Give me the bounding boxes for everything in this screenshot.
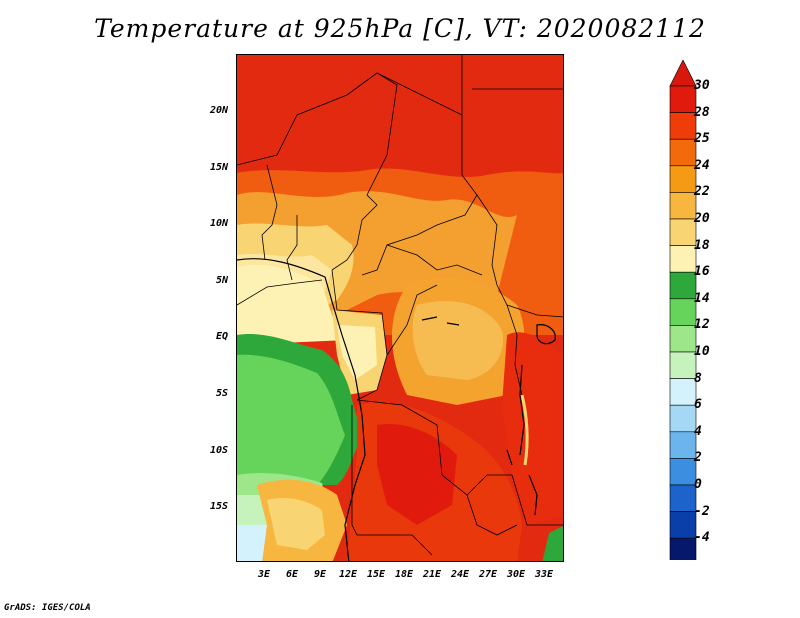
- lon-label-27e: 27E: [478, 569, 498, 580]
- colorbar-tick-label: 12: [694, 317, 710, 333]
- colorbar-tick-label: -4: [694, 530, 710, 546]
- colorbar-tick-label: 10: [694, 344, 710, 359]
- colorbar-segment: [669, 245, 697, 273]
- lat-label-5s: 5S: [215, 388, 228, 399]
- colorbar-segment: [669, 218, 697, 246]
- colorbar-top-arrow: [669, 60, 697, 87]
- colorbar-segment: [669, 484, 697, 512]
- lon-label-30e: 30E: [506, 569, 526, 580]
- colorbar-segment: [669, 165, 697, 193]
- colorbar: [669, 60, 697, 560]
- colorbar-tick-label: 28: [694, 104, 710, 120]
- colorbar-tick-label: 24: [694, 157, 710, 173]
- colorbar-tick-label: 0: [694, 477, 702, 492]
- colorbar-segment: [669, 404, 697, 433]
- temperature-map: [236, 54, 564, 562]
- lon-label-6e: 6E: [285, 569, 299, 580]
- lat-label-20n: 20N: [209, 105, 228, 116]
- lon-label-15e: 15E: [366, 569, 386, 580]
- colorbar-tick-label: 16: [694, 264, 710, 280]
- lat-label-eq: EQ: [215, 331, 228, 342]
- colorbar-segment: [669, 271, 697, 300]
- colorbar-segment: [669, 431, 697, 459]
- temperature-field: [237, 55, 563, 561]
- colorbar-segment: [669, 112, 697, 140]
- footer-credit: GrADS: IGES/COLA: [4, 603, 91, 613]
- chart-title: Temperature at 925hPa [C], VT: 202008211…: [94, 14, 706, 43]
- colorbar-segment: [669, 511, 697, 539]
- lon-label-18e: 18E: [394, 569, 414, 580]
- lon-label-21e: 21E: [422, 569, 442, 580]
- colorbar-segment: [669, 458, 697, 486]
- lat-label-15n: 15N: [209, 162, 228, 173]
- colorbar-segment: [669, 192, 697, 220]
- lon-label-24e: 24E: [450, 569, 470, 580]
- colorbar-segment: [669, 85, 697, 113]
- colorbar-tick-label: 2: [694, 450, 702, 466]
- lon-label-9e: 9E: [313, 569, 327, 580]
- lon-label-12e: 12E: [338, 569, 358, 580]
- colorbar-segment: [669, 537, 697, 560]
- colorbar-tick-label: 22: [694, 184, 710, 200]
- colorbar-tick-label: 20: [694, 211, 710, 226]
- colorbar-segment: [669, 325, 697, 353]
- colorbar-tick-label: 8: [694, 370, 702, 386]
- colorbar-segment: [669, 351, 697, 379]
- colorbar-tick-label: 30: [694, 78, 710, 93]
- colorbar-segment: [669, 138, 697, 167]
- colorbar-tick-label: 4: [694, 423, 702, 439]
- colorbar-tick-label: -2: [694, 503, 710, 519]
- lat-label-15s: 15S: [209, 501, 228, 512]
- lat-label-10s: 10S: [209, 445, 228, 456]
- colorbar-segment: [669, 378, 697, 406]
- colorbar-tick-label: 14: [694, 290, 710, 306]
- colorbar-tick-label: 18: [694, 237, 710, 253]
- lat-label-5n: 5N: [215, 275, 228, 286]
- colorbar-tick-label: 6: [694, 397, 702, 413]
- lat-label-10n: 10N: [209, 218, 228, 229]
- colorbar-tick-label: 25: [694, 131, 710, 147]
- colorbar-segment: [669, 298, 697, 326]
- lon-label-33e: 33E: [534, 569, 554, 580]
- lon-label-3e: 3E: [257, 569, 271, 580]
